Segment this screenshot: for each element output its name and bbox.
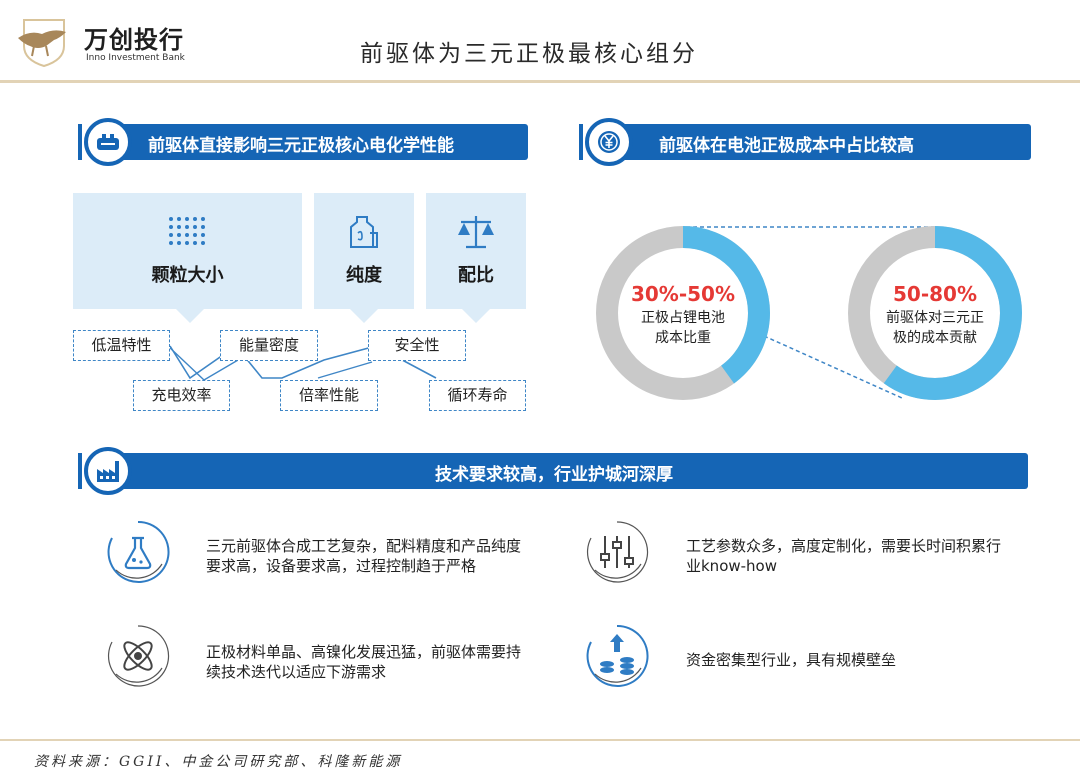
- section-title: 前驱体直接影响三元正极核心电化学性能: [148, 136, 454, 156]
- section-header-bar: [601, 124, 1031, 160]
- brand-english-name: Inno Investment Bank: [86, 53, 185, 63]
- section-header-performance: 前驱体直接影响三元正极核心电化学性能: [78, 118, 530, 166]
- tag-energy-density: 能量密度: [220, 330, 318, 361]
- property-box-purity: 纯度: [314, 193, 414, 309]
- sliders-icon: [586, 521, 649, 583]
- donut-battery-cost: [596, 226, 770, 400]
- property-box-particle-size: 颗粒大小: [73, 193, 302, 309]
- footer-divider: [0, 739, 1080, 741]
- property-label: 纯度: [346, 265, 382, 286]
- donut-caption: 正极占锂电池: [641, 310, 725, 326]
- factory-icon: [84, 447, 132, 495]
- header-divider: [0, 80, 1080, 83]
- feature-text: 资金密集型行业，具有规模壁垒: [686, 651, 897, 669]
- section-header-cost: 前驱体在电池正极成本中占比较高: [579, 118, 1031, 166]
- section-title: 前驱体在电池正极成本中占比较高: [659, 136, 914, 156]
- source-note: 资料来源：GGII、中金公司研究部、科隆新能源: [34, 754, 403, 770]
- tag-charge-efficiency: 充电效率: [133, 380, 230, 411]
- bull-logo-icon: [18, 19, 66, 68]
- bottle-icon: [350, 216, 378, 248]
- coins-up-icon: [586, 624, 649, 687]
- dots-grid-icon: [169, 217, 205, 245]
- donut-percentage: 30%-50%: [630, 282, 736, 306]
- section-title: 技术要求较高，行业护城河深厚: [435, 465, 673, 485]
- tag-low-temp: 低温特性: [73, 330, 170, 361]
- donut-caption: 前驱体对三元正: [886, 310, 984, 326]
- donut-percentage: 50-80%: [892, 282, 977, 306]
- section-header-bar: [100, 124, 528, 160]
- feature-text: 三元前驱体合成工艺复杂，配料精度和产品纯度 要求高，设备要求高，过程控制趋于严格: [206, 537, 522, 575]
- page-title: 前驱体为三元正极最核心组分: [360, 41, 698, 67]
- property-label: 配比: [458, 265, 494, 286]
- section-header-barriers: 技术要求较高，行业护城河深厚: [78, 447, 1030, 495]
- feature-text: 正极材料单晶、高镍化发展迅猛，前驱体需要持 续技术迭代以适应下游需求: [206, 643, 522, 681]
- page-header: 万创投行 Inno Investment Bank 前驱体为三元正极最核心组分: [0, 0, 1080, 84]
- donut-caption: 极的成本贡献: [893, 330, 977, 346]
- yen-coin-icon: [585, 118, 633, 166]
- flask-icon: [107, 520, 170, 583]
- feature-text: 工艺参数众多，高度定制化，需要长时间积累行 业know-how: [686, 537, 1002, 575]
- donut-highlight-arc: [848, 226, 1022, 400]
- tag-cycle-life: 循环寿命: [429, 380, 526, 411]
- donut-precursor-cost: [848, 226, 1022, 400]
- tag-rate-performance: 倍率性能: [280, 380, 378, 411]
- section-header-bar: [100, 453, 1028, 489]
- donut-highlight-arc: [596, 226, 770, 400]
- battery-circle-icon: [84, 118, 132, 166]
- donut-caption: 成本比重: [655, 330, 711, 346]
- brand-name: 万创投行: [84, 26, 184, 54]
- property-label: 颗粒大小: [151, 265, 224, 286]
- atom-icon: [107, 625, 170, 687]
- scale-icon: [458, 216, 494, 249]
- property-box-ratio: 配比: [426, 193, 526, 309]
- tag-safety: 安全性: [368, 330, 466, 361]
